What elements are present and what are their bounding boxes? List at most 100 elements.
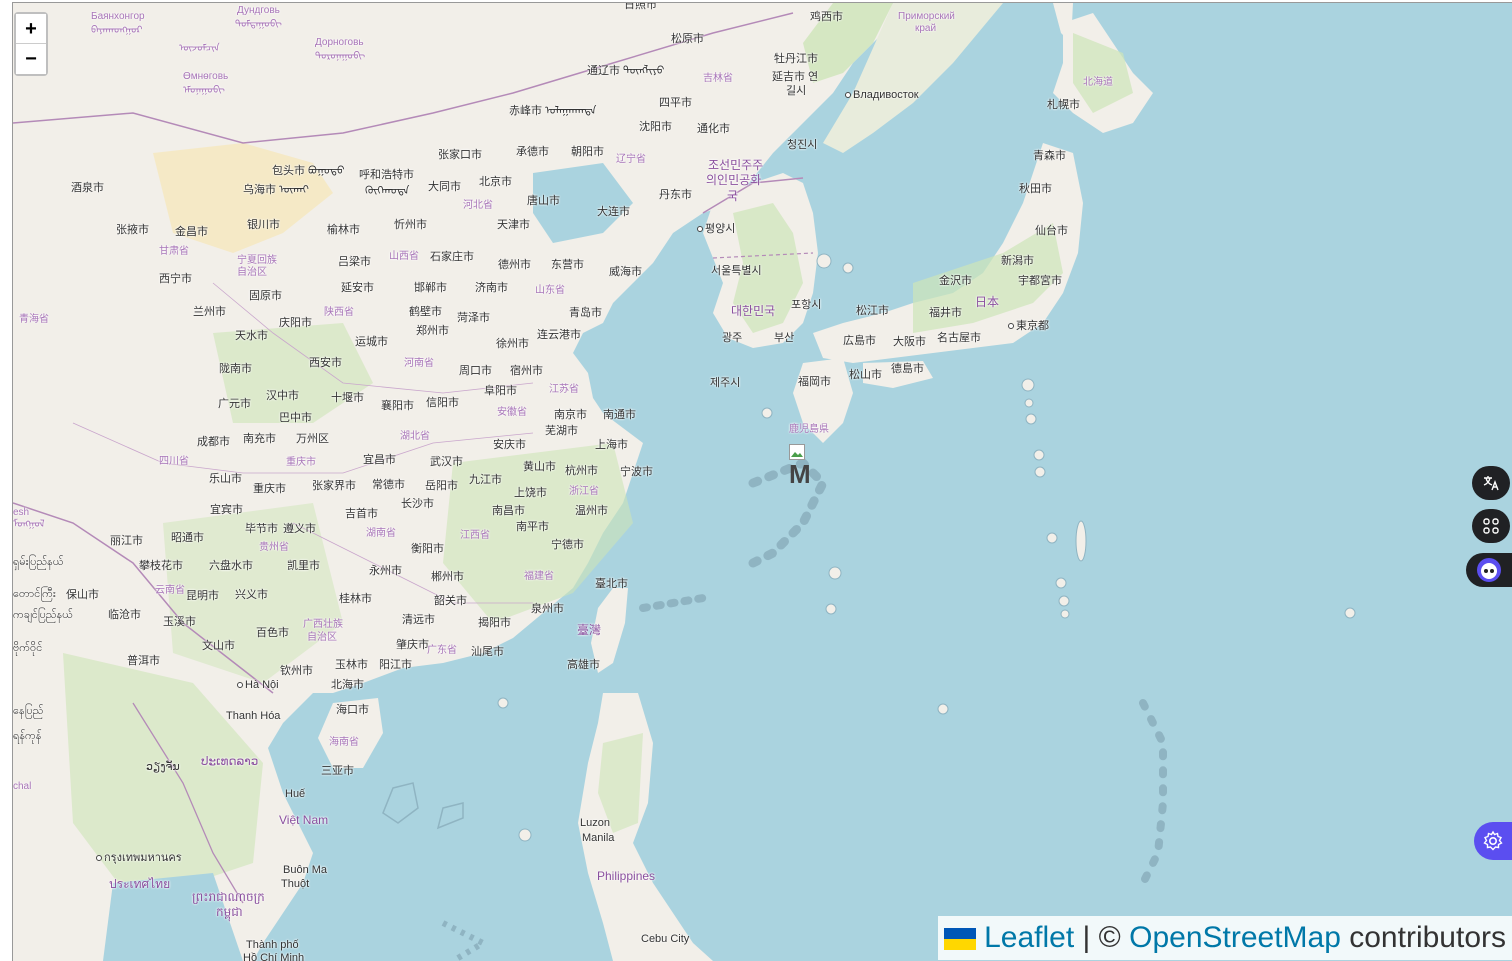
map-label: 济南市 [475, 282, 508, 294]
map-label: Cebu City [641, 933, 690, 945]
apps-button[interactable] [1472, 509, 1510, 543]
map-label: 仙台市 [1035, 225, 1068, 237]
map-label: ရှမ်းပြည်နယ် [13, 556, 64, 568]
map-label: 重庆市 [286, 457, 316, 468]
map-basemap [13, 3, 1512, 961]
map-label: 钦州市 [280, 665, 313, 677]
map-label: 通化市 [697, 123, 730, 135]
apps-icon [1483, 518, 1499, 534]
map-label: 福井市 [929, 307, 962, 319]
map-label: esh [13, 507, 30, 518]
map-label: ᠳᠣᠷᠤᠨᠠᠭᠣᠪᠢ [315, 51, 366, 62]
map-label: 昆明市 [186, 590, 219, 602]
map-label: 庆阳市 [279, 317, 312, 329]
map-label: 大连市 [597, 206, 630, 218]
map-label: 贵州省 [259, 542, 289, 553]
map-label: 文山市 [202, 640, 235, 652]
zoom-out-button[interactable]: − [16, 44, 46, 74]
map-label: 高雄市 [567, 659, 600, 671]
map-label: Thanh Hóa [226, 710, 281, 722]
map-label: Владивосток [845, 89, 919, 101]
map-label: 衡阳市 [411, 543, 444, 555]
map-label: 九江市 [469, 474, 502, 486]
map-label: 제주시 [710, 377, 741, 389]
map-label: 宁波市 [620, 466, 653, 478]
map-label: 运城市 [355, 336, 388, 348]
ukraine-flag-icon [944, 928, 977, 951]
openstreetmap-link[interactable]: OpenStreetMap [1129, 921, 1341, 954]
map-label: 四平市 [659, 97, 692, 109]
attribution-bar: Leaflet | © OpenStreetMap contributors [938, 916, 1512, 960]
map-label: 普洱市 [127, 655, 160, 667]
map-label: 대한민국 [731, 304, 776, 318]
map-label: 광주 [722, 332, 743, 344]
map-label: 乌海市 ᠦᠬᠠᠢ [243, 184, 309, 196]
translate-button[interactable] [1472, 466, 1510, 500]
marker-alt-text: M [789, 459, 811, 489]
map-label: 宁德市 [551, 539, 584, 551]
map-label: 周口市 [459, 365, 492, 377]
map-label: Thuột [281, 878, 310, 890]
map-label: 吉林省 [703, 73, 733, 84]
map-label: 清远市 [402, 614, 435, 626]
settings-button[interactable] [1474, 822, 1512, 860]
map-label: 广西壮族 [303, 619, 343, 630]
map-label: Thành phố [246, 939, 299, 951]
marker-icon[interactable]: M [789, 444, 829, 489]
map-label: 张家口市 [438, 149, 482, 161]
map-label: 郴州市 [431, 571, 464, 583]
map-label: ประเทศไทย [109, 877, 171, 891]
map-label: Дундговь [237, 5, 280, 16]
map-label: 张家界市 [312, 480, 356, 492]
map-label: 东营市 [551, 259, 584, 271]
map-label: 岳阳市 [425, 480, 458, 492]
map-label: กรุงเทพมหานคร [96, 852, 182, 864]
map-label: 평양시 [697, 223, 735, 235]
map-label: 丹东市 [659, 189, 692, 201]
map-label: 福岡市 [798, 376, 831, 388]
map-label: 南京市 [554, 409, 587, 421]
map-label: 西宁市 [159, 273, 192, 285]
map-label: 南充市 [243, 433, 276, 445]
map-label: 福建省 [524, 571, 554, 582]
map-label: 鹿児島県 [789, 424, 829, 435]
contributors-text: contributors [1349, 921, 1506, 954]
map-label: ᠦᠵᠦᠮᠴᠢᠨ [179, 43, 220, 54]
assistant-button[interactable] [1466, 553, 1512, 587]
map-label: 上饶市 [514, 487, 547, 499]
map-label: 牡丹江市 [774, 53, 818, 65]
map-label: 广元市 [218, 398, 251, 410]
map-label: နေပြည် [13, 705, 44, 717]
map-label: 百色市 [256, 627, 289, 639]
map-label: Приморский [898, 11, 955, 22]
map-label: 西安市 [309, 357, 342, 369]
map-label: 宁夏回族 [237, 255, 277, 266]
settings-gear-icon [1483, 830, 1503, 851]
map-label: ព្រះរាជាណាចក្រ [192, 890, 265, 904]
map-label: တောင်ကြီး [13, 588, 56, 600]
map-label: 桂林市 [339, 593, 372, 605]
map-label: ဗိုက်ဝိုင် [13, 642, 43, 654]
map-label: 酒泉市 [71, 182, 104, 194]
map-label: 日本 [975, 295, 1000, 309]
map-label: 鸡西市 [810, 11, 843, 23]
leaflet-link[interactable]: Leaflet [984, 921, 1075, 954]
map-label: Việt Nam [279, 813, 329, 827]
map-container[interactable]: Баянхонгор ᠪᠠᠶᠠᠨᠬᠣᠩᠭᠣᠷ Дундговь ᠳᠤᠮᠳᠠᠭᠣᠪᠢ До… [12, 2, 1512, 961]
map-label: 東京都 [1008, 320, 1049, 332]
map-label: 新潟市 [1001, 255, 1034, 267]
map-label: 泉州市 [531, 603, 564, 615]
map-label: 杭州市 [565, 465, 598, 477]
map-label: 保山市 [66, 589, 99, 601]
map-label: Manila [582, 832, 615, 844]
map-label: 丽江市 [110, 535, 143, 547]
map-label: 湖南省 [366, 528, 396, 539]
map-label: 重庆市 [253, 483, 286, 495]
map-label: 连云港市 [537, 329, 581, 341]
map-label: 海口市 [336, 704, 369, 716]
map-label: 凯里市 [287, 560, 320, 572]
map-label: 河北省 [463, 200, 493, 211]
map-label: 张掖市 [116, 224, 149, 236]
map-label: 临沧市 [108, 609, 141, 621]
zoom-in-button[interactable]: + [16, 14, 46, 44]
